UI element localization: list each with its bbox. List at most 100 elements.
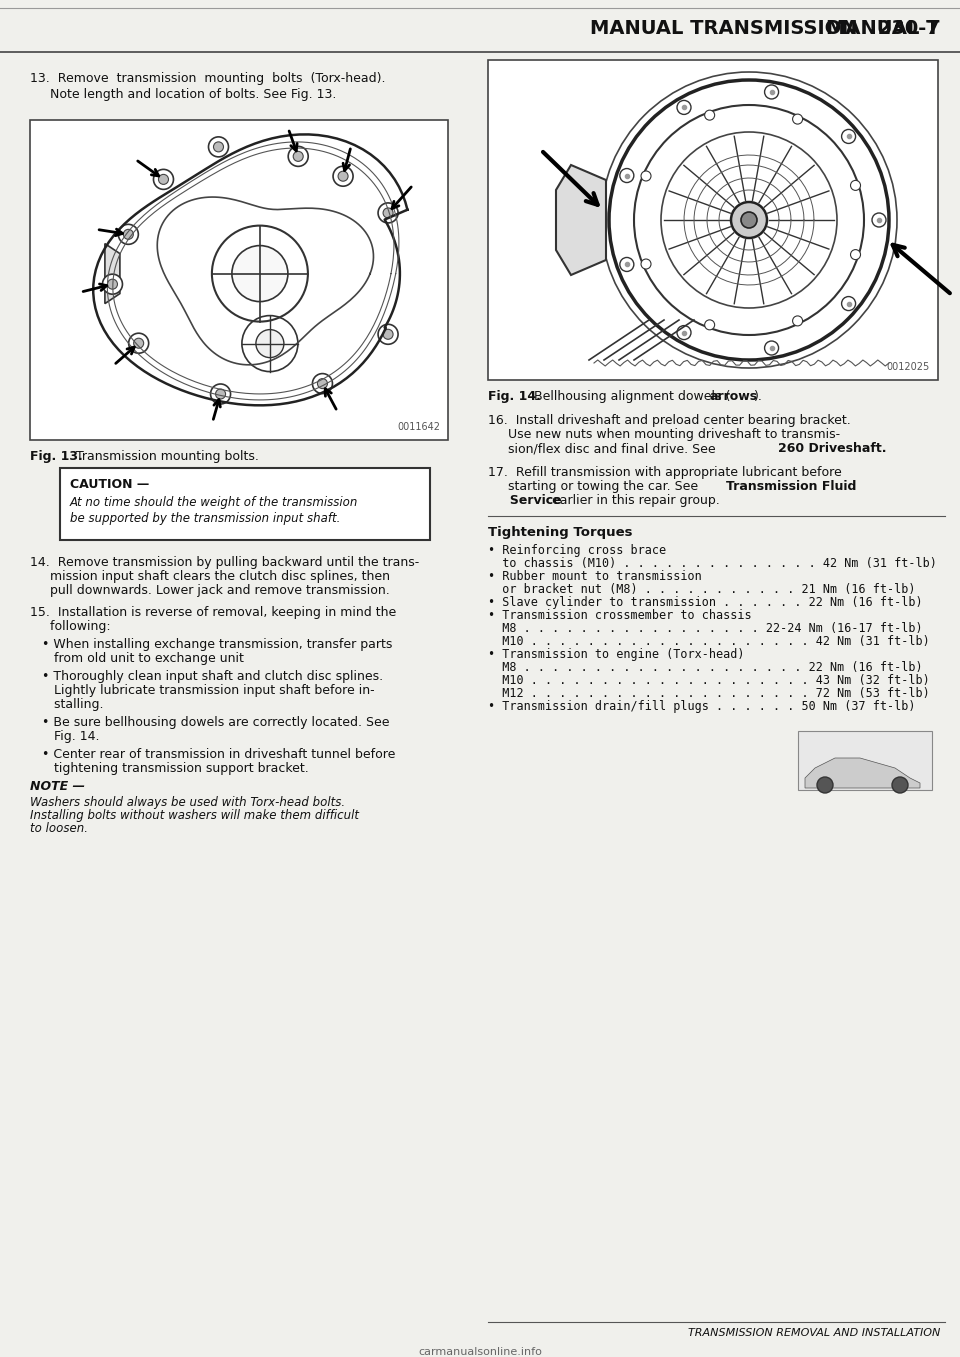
Circle shape: [118, 224, 138, 244]
Text: following:: following:: [30, 620, 110, 632]
Circle shape: [232, 246, 288, 301]
Text: arrows: arrows: [710, 389, 758, 403]
Text: Fig. 14.: Fig. 14.: [42, 730, 100, 744]
Text: M10 . . . . . . . . . . . . . . . . . . . . 43 Nm (32 ft-lb): M10 . . . . . . . . . . . . . . . . . . …: [488, 674, 929, 687]
Text: be supported by the transmission input shaft.: be supported by the transmission input s…: [70, 512, 341, 525]
Circle shape: [333, 166, 353, 186]
Text: • Center rear of transmission in driveshaft tunnel before: • Center rear of transmission in drivesh…: [42, 748, 396, 761]
Text: sion/flex disc and final drive. See: sion/flex disc and final drive. See: [488, 442, 720, 455]
Circle shape: [851, 180, 860, 190]
Text: Transmission mounting bolts.: Transmission mounting bolts.: [72, 451, 259, 463]
Text: earlier in this repair group.: earlier in this repair group.: [548, 494, 720, 508]
Text: 16.  Install driveshaft and preload center bearing bracket.: 16. Install driveshaft and preload cente…: [488, 414, 851, 427]
Circle shape: [741, 212, 757, 228]
Text: Note length and location of bolts. See Fig. 13.: Note length and location of bolts. See F…: [30, 88, 336, 100]
Text: or bracket nut (M8) . . . . . . . . . . . 21 Nm (16 ft-lb): or bracket nut (M8) . . . . . . . . . . …: [488, 584, 916, 596]
Circle shape: [793, 114, 803, 123]
Circle shape: [312, 373, 332, 394]
Circle shape: [318, 379, 327, 388]
Text: • When installing exchange transmission, transfer parts: • When installing exchange transmission,…: [42, 638, 393, 651]
Circle shape: [208, 137, 228, 157]
Circle shape: [731, 202, 767, 237]
Text: 0012025: 0012025: [887, 362, 930, 372]
Circle shape: [338, 171, 348, 182]
Circle shape: [210, 384, 230, 404]
Text: • Transmission to engine (Torx-head): • Transmission to engine (Torx-head): [488, 649, 745, 661]
Circle shape: [705, 110, 714, 121]
Text: Installing bolts without washers will make them difficult: Installing bolts without washers will ma…: [30, 809, 359, 822]
Text: NOTE —: NOTE —: [30, 780, 85, 792]
Circle shape: [383, 208, 393, 218]
Text: M8 . . . . . . . . . . . . . . . . . 22-24 Nm (16-17 ft-lb): M8 . . . . . . . . . . . . . . . . . 22-…: [488, 622, 923, 635]
Text: MANUAL T: MANUAL T: [827, 19, 940, 38]
Text: pull downwards. Lower jack and remove transmission.: pull downwards. Lower jack and remove tr…: [30, 584, 390, 597]
Text: carmanualsonline.info: carmanualsonline.info: [418, 1348, 542, 1357]
Circle shape: [129, 334, 149, 353]
Circle shape: [892, 778, 908, 792]
Text: mission input shaft clears the clutch disc splines, then: mission input shaft clears the clutch di…: [30, 570, 390, 584]
Circle shape: [123, 229, 133, 239]
Polygon shape: [805, 759, 920, 788]
Text: Fig. 14.: Fig. 14.: [488, 389, 540, 403]
Circle shape: [851, 250, 860, 259]
Circle shape: [705, 320, 714, 330]
Polygon shape: [105, 244, 120, 304]
Circle shape: [677, 326, 691, 339]
Text: to chassis (M10) . . . . . . . . . . . . . . 42 Nm (31 ft-lb): to chassis (M10) . . . . . . . . . . . .…: [488, 556, 937, 570]
Circle shape: [641, 171, 651, 180]
Text: Service: Service: [488, 494, 562, 508]
Text: • Reinforcing cross brace: • Reinforcing cross brace: [488, 544, 666, 556]
Circle shape: [764, 85, 779, 99]
Circle shape: [133, 338, 144, 349]
Polygon shape: [556, 166, 606, 275]
Text: • Thoroughly clean input shaft and clutch disc splines.: • Thoroughly clean input shaft and clutc…: [42, 670, 383, 683]
Text: • Slave cylinder to transmission . . . . . . 22 Nm (16 ft-lb): • Slave cylinder to transmission . . . .…: [488, 596, 923, 609]
Text: Tightening Torques: Tightening Torques: [488, 527, 633, 539]
Circle shape: [154, 170, 174, 190]
Circle shape: [842, 297, 855, 311]
Text: Use new nuts when mounting driveshaft to transmis-: Use new nuts when mounting driveshaft to…: [488, 427, 840, 441]
FancyBboxPatch shape: [798, 731, 932, 790]
Circle shape: [158, 175, 169, 185]
Text: starting or towing the car. See: starting or towing the car. See: [488, 480, 702, 493]
Text: ).: ).: [754, 389, 763, 403]
FancyBboxPatch shape: [30, 119, 448, 440]
Circle shape: [378, 324, 398, 345]
Circle shape: [620, 168, 634, 183]
Text: TRANSMISSION REMOVAL AND INSTALLATION: TRANSMISSION REMOVAL AND INSTALLATION: [687, 1329, 940, 1338]
Circle shape: [620, 258, 634, 271]
Text: M10 . . . . . . . . . . . . . . . . . . . . 42 Nm (31 ft-lb): M10 . . . . . . . . . . . . . . . . . . …: [488, 635, 929, 649]
Text: 13.  Remove  transmission  mounting  bolts  (Torx-head).: 13. Remove transmission mounting bolts (…: [30, 72, 386, 85]
Circle shape: [641, 259, 651, 269]
Text: • Transmission drain/fill plugs . . . . . . 50 Nm (37 ft-lb): • Transmission drain/fill plugs . . . . …: [488, 700, 916, 712]
Text: Lightly lubricate transmission input shaft before in-: Lightly lubricate transmission input sha…: [42, 684, 374, 697]
Circle shape: [108, 280, 117, 289]
Circle shape: [842, 129, 855, 144]
Text: tightening transmission support bracket.: tightening transmission support bracket.: [42, 763, 309, 775]
Text: from old unit to exchange unit: from old unit to exchange unit: [42, 651, 244, 665]
Circle shape: [213, 142, 224, 152]
FancyBboxPatch shape: [488, 60, 938, 380]
Circle shape: [288, 147, 308, 167]
Text: M8 . . . . . . . . . . . . . . . . . . . . 22 Nm (16 ft-lb): M8 . . . . . . . . . . . . . . . . . . .…: [488, 661, 923, 674]
Text: to loosen.: to loosen.: [30, 822, 88, 835]
Circle shape: [378, 204, 398, 223]
Circle shape: [872, 213, 886, 227]
Circle shape: [677, 100, 691, 114]
Circle shape: [216, 389, 226, 399]
Circle shape: [817, 778, 833, 792]
Circle shape: [103, 274, 123, 294]
Text: 15.  Installation is reverse of removal, keeping in mind the: 15. Installation is reverse of removal, …: [30, 607, 396, 619]
Text: stalling.: stalling.: [42, 697, 104, 711]
Circle shape: [293, 152, 303, 161]
Text: • Transmission crossmember to chassis: • Transmission crossmember to chassis: [488, 609, 752, 622]
Text: 14.  Remove transmission by pulling backward until the trans-: 14. Remove transmission by pulling backw…: [30, 556, 420, 569]
Circle shape: [256, 330, 284, 358]
Text: Fig. 13.: Fig. 13.: [30, 451, 83, 463]
Circle shape: [793, 316, 803, 326]
Text: • Be sure bellhousing dowels are correctly located. See: • Be sure bellhousing dowels are correct…: [42, 716, 390, 729]
Text: Transmission Fluid: Transmission Fluid: [726, 480, 856, 493]
Text: At no time should the weight of the transmission: At no time should the weight of the tran…: [70, 497, 358, 509]
Text: 0011642: 0011642: [397, 422, 440, 432]
Text: MANUAL TRANSMISSION   230-7: MANUAL TRANSMISSION 230-7: [590, 19, 940, 38]
